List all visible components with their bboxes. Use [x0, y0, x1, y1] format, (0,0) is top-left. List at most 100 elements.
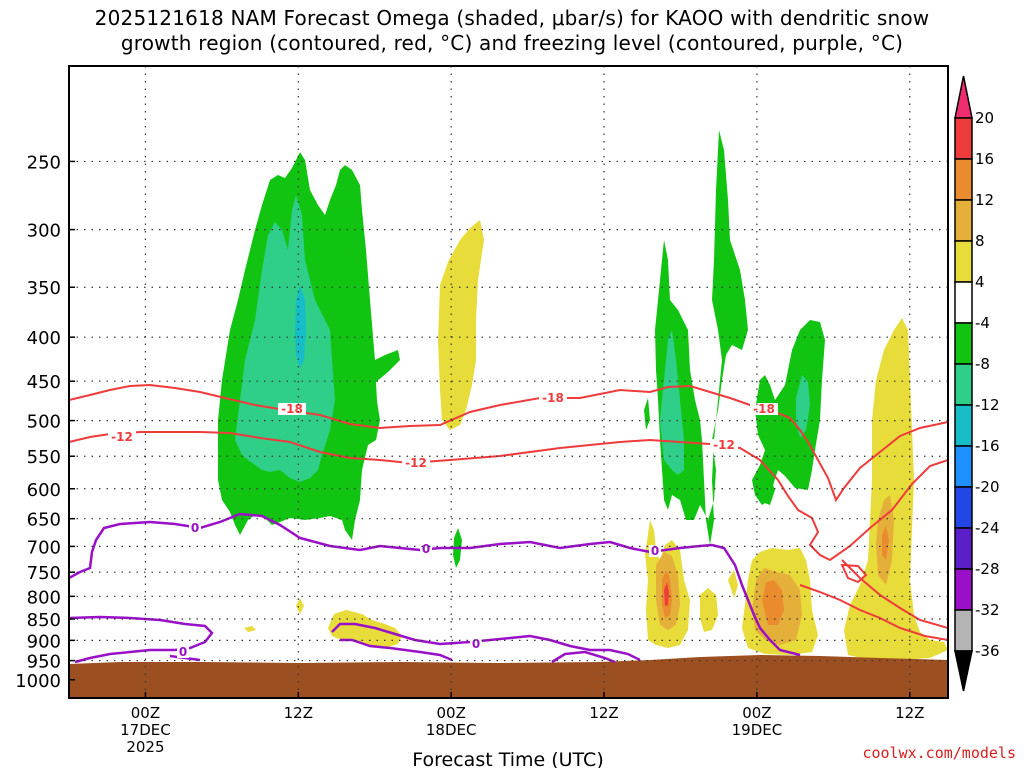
colorbar-box: [954, 240, 973, 283]
omega-area-yellow-1: [438, 220, 484, 430]
colorbar-cap-bottom: [954, 650, 973, 692]
y-tick-label: 600: [27, 480, 61, 501]
contour-label: -18: [281, 402, 303, 416]
colorbar-label: 4: [975, 273, 985, 291]
colorbar-label: -28: [975, 560, 1000, 578]
contour-label: -18: [753, 402, 775, 416]
contour-label: 0: [422, 542, 430, 556]
omega-area-yellow-9: [844, 318, 948, 660]
y-tick-label: 450: [27, 372, 61, 393]
x-tick-label: 12Z: [284, 704, 313, 722]
colorbar-label: -24: [975, 519, 1000, 537]
colorbar-label: 16: [975, 150, 994, 168]
chart-title-line-2: growth region (contoured, red, °C) and f…: [120, 31, 904, 55]
colorbar-label: -8: [975, 355, 990, 373]
contour-label: -12: [713, 438, 735, 452]
omega-area-teal-1: [235, 195, 335, 482]
omega-area-red-3: [762, 580, 784, 625]
colorbar-label: -20: [975, 478, 1000, 496]
contour-label: 0: [472, 637, 480, 651]
x-axis-title: Forecast Time (UTC): [412, 749, 603, 768]
y-tick-label: 950: [27, 652, 61, 673]
dgz-contour-lower-2: [841, 559, 948, 629]
x-tick-label: 00Z: [742, 704, 771, 722]
colorbar-box: [954, 404, 973, 447]
colorbar-label: 20: [975, 109, 994, 127]
plot-border: [68, 65, 949, 699]
y-tick-label: 550: [27, 447, 61, 468]
freezing-contour-lower-3: [340, 638, 453, 662]
colorbar-label: -12: [975, 396, 1000, 414]
y-tick-label: 400: [27, 328, 61, 349]
x-tick-label: 12Z: [895, 704, 924, 722]
contour-label: -12: [405, 456, 427, 470]
omega-area-green-2: [368, 395, 380, 442]
colorbar-box: [954, 363, 973, 406]
x-tick-label: 00Z: [131, 704, 160, 722]
colorbar-box: [954, 486, 973, 529]
colorbar-cap-top: [954, 75, 973, 119]
colorbar-label: -36: [975, 642, 1000, 660]
terrain-fill: [69, 655, 948, 698]
x-tick-label: 18DEC: [426, 721, 477, 739]
colorbar-label: -16: [975, 437, 1000, 455]
chart-title-line-1: 2025121618 NAM Forecast Omega (shaded, μ…: [94, 6, 930, 30]
y-tick-label: 250: [27, 152, 61, 173]
colorbar-box: [954, 117, 973, 160]
freezing-contour-upper: [69, 512, 801, 657]
colorbar-box: [954, 568, 973, 611]
dgz-contours: [69, 383, 948, 641]
freezing-contour-lower-1: [69, 615, 214, 664]
omega-area-green-6: [752, 320, 825, 505]
contour-label: -18: [542, 391, 564, 405]
colorbar-label: -4: [975, 314, 990, 332]
omega-area-teal-3: [796, 375, 810, 438]
colorbar-label: 8: [975, 232, 985, 250]
omega-area-yellow-3: [296, 598, 304, 614]
dgz-contour-minus18: [69, 383, 948, 503]
contour-label: -12: [111, 430, 133, 444]
y-tick-label: 500: [27, 412, 61, 433]
omega-area-yellow-7: [728, 570, 738, 598]
omega-area-green-7: [760, 478, 775, 505]
contour-label: 0: [651, 544, 659, 558]
dgz-contour-lower: [799, 584, 948, 641]
x-tick-label: 19DEC: [732, 721, 783, 739]
omega-shading-positive: [244, 220, 948, 660]
omega-area-red-4: [882, 525, 889, 560]
y-tick-label: 650: [27, 510, 61, 531]
y-tick-label: 800: [27, 587, 61, 608]
colorbar-box: [954, 609, 973, 652]
colorbar-label: 12: [975, 191, 994, 209]
y-tick-label: 1000: [15, 671, 61, 692]
contour-labels: -18 -18 -18 -12 -12 -12 0 0 0 0 0: [108, 391, 778, 659]
x-tick-label: 2025: [126, 738, 164, 756]
colorbar-box: [954, 281, 973, 324]
omega-area-cyan-1: [295, 285, 306, 368]
y-tick-label: 300: [27, 221, 61, 242]
omega-area-red-2: [664, 582, 669, 606]
x-tick-label: 17DEC: [120, 721, 171, 739]
y-tick-label: 350: [27, 278, 61, 299]
omega-area-yellow-6: [700, 588, 718, 632]
dgz-contour-minus12: [69, 431, 948, 562]
y-tick-label: 850: [27, 610, 61, 631]
colorbar-box: [954, 527, 973, 570]
contour-label: 0: [191, 521, 199, 535]
y-tick-label: 750: [27, 563, 61, 584]
omega-shading-negative: [218, 130, 825, 568]
colorbar-box: [954, 445, 973, 488]
colorbar-box: [954, 322, 973, 365]
credit-text: coolwx.com/models: [862, 744, 1016, 762]
colorbar-box: [954, 199, 973, 242]
x-tick-label: 12Z: [589, 704, 618, 722]
contour-label: 0: [179, 645, 187, 659]
y-tick-label: 700: [27, 537, 61, 558]
omega-area-green-5: [644, 398, 650, 430]
gridlines: [69, 66, 948, 698]
colorbar-label: -32: [975, 601, 1000, 619]
colorbar: 20 16 12 8 4 -4 -8 -12 -16 -20 -24 -28 -32 -36: [954, 75, 1000, 692]
